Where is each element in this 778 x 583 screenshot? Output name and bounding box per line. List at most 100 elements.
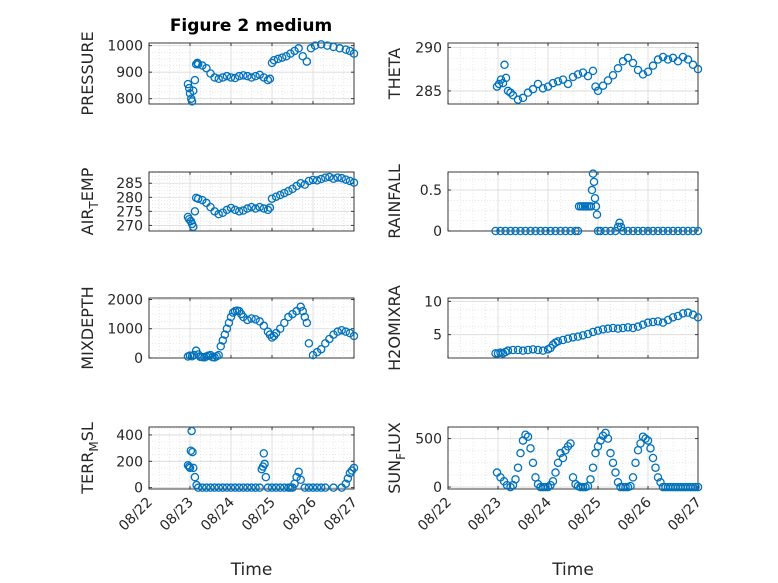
data-point bbox=[511, 226, 520, 236]
data-point bbox=[255, 483, 264, 492]
y-tick-label: 400 bbox=[116, 428, 143, 444]
subplot-2: 285 290 THETA bbox=[385, 40, 703, 105]
x-tick-label: 08/25 bbox=[239, 495, 279, 535]
data-point bbox=[333, 327, 342, 336]
data-point bbox=[269, 55, 279, 65]
data-point bbox=[333, 173, 342, 182]
data-point bbox=[613, 477, 623, 487]
data-point bbox=[623, 53, 633, 63]
data-point bbox=[596, 226, 605, 236]
y-tick-label: 0 bbox=[134, 351, 143, 367]
data-point bbox=[275, 190, 285, 200]
y-tick-label: 900 bbox=[116, 65, 143, 81]
x-tick-label: 08/27 bbox=[321, 495, 361, 535]
data-point bbox=[316, 40, 326, 49]
data-point bbox=[349, 331, 359, 341]
data-point bbox=[302, 57, 312, 66]
data-point bbox=[653, 317, 663, 326]
data-point bbox=[186, 446, 196, 455]
data-point bbox=[678, 226, 688, 236]
data-point bbox=[187, 97, 197, 106]
data-point bbox=[688, 482, 698, 492]
data-point bbox=[648, 61, 658, 70]
data-point bbox=[633, 445, 643, 455]
data-point bbox=[543, 482, 553, 492]
minor-grid bbox=[148, 298, 355, 359]
data-point bbox=[284, 186, 293, 196]
y-tick-label: 2000 bbox=[107, 292, 143, 308]
data-point bbox=[310, 41, 320, 50]
data-point bbox=[323, 41, 332, 50]
data-point bbox=[588, 66, 598, 76]
x-tick-label: 08/22 bbox=[116, 495, 156, 535]
data-point bbox=[341, 45, 351, 54]
data-point bbox=[638, 320, 648, 329]
data-point bbox=[304, 339, 314, 348]
data-point bbox=[586, 202, 596, 211]
subplot-7: 0 200 400 TERRMSL 08/22 08/23 08/24 08/25 08/26 0… bbox=[78, 422, 361, 580]
data-point bbox=[218, 73, 228, 82]
subplot-4: 0 0.5 RAINFALL bbox=[385, 164, 703, 240]
data-point bbox=[623, 323, 633, 332]
data-point bbox=[678, 309, 688, 318]
data-point bbox=[189, 86, 198, 95]
data-point bbox=[247, 314, 256, 323]
data-point bbox=[280, 483, 289, 492]
data-point bbox=[302, 318, 312, 328]
data-point bbox=[288, 483, 297, 492]
data-point bbox=[345, 468, 355, 478]
data-point bbox=[501, 226, 510, 236]
y-tick-label: 0 bbox=[433, 480, 442, 496]
data-point bbox=[193, 194, 203, 203]
data-point bbox=[230, 483, 240, 492]
data-point bbox=[641, 434, 650, 443]
data-point bbox=[513, 463, 523, 472]
data-point bbox=[308, 175, 318, 185]
x-tick-label: 08/22 bbox=[415, 495, 455, 535]
data-point bbox=[210, 483, 219, 492]
data-point bbox=[653, 226, 663, 236]
data-point bbox=[220, 330, 230, 339]
data-point bbox=[280, 318, 289, 328]
data-point bbox=[541, 226, 550, 236]
data-point bbox=[561, 226, 570, 236]
data-point bbox=[538, 482, 548, 492]
data-point bbox=[506, 88, 515, 97]
data-point bbox=[589, 177, 599, 187]
data-point bbox=[296, 302, 305, 312]
figure-title: Figure 2 medium bbox=[170, 16, 332, 36]
data-point bbox=[663, 315, 673, 325]
data-point bbox=[185, 463, 195, 473]
y-tick-label: 0 bbox=[433, 224, 442, 240]
data-point bbox=[271, 483, 281, 492]
data-point bbox=[345, 176, 355, 186]
y-axis-label-rest: SL bbox=[78, 422, 97, 441]
x-tick-label: 08/25 bbox=[565, 495, 605, 535]
data-point bbox=[673, 226, 683, 236]
data-point bbox=[643, 436, 653, 445]
data-point bbox=[243, 483, 252, 492]
y-tick-label: 10 bbox=[424, 294, 442, 310]
data-point bbox=[523, 432, 533, 441]
data-point bbox=[551, 226, 560, 236]
data-point bbox=[592, 210, 602, 219]
data-point bbox=[643, 67, 653, 77]
data-point bbox=[596, 436, 605, 445]
data-point bbox=[578, 331, 588, 340]
data-point bbox=[294, 44, 303, 53]
data-point bbox=[265, 74, 275, 84]
data-point bbox=[551, 468, 560, 477]
data-point bbox=[638, 70, 648, 79]
data-point bbox=[343, 474, 353, 483]
data-point bbox=[568, 333, 578, 342]
axes-box bbox=[447, 297, 699, 359]
data-point bbox=[234, 483, 244, 492]
data-point bbox=[308, 483, 318, 492]
data-point bbox=[613, 64, 623, 73]
data-point bbox=[608, 458, 618, 468]
data-point bbox=[611, 468, 620, 477]
major-grid bbox=[447, 172, 699, 232]
y-tick-label: 500 bbox=[415, 432, 442, 448]
data-point bbox=[538, 84, 548, 93]
